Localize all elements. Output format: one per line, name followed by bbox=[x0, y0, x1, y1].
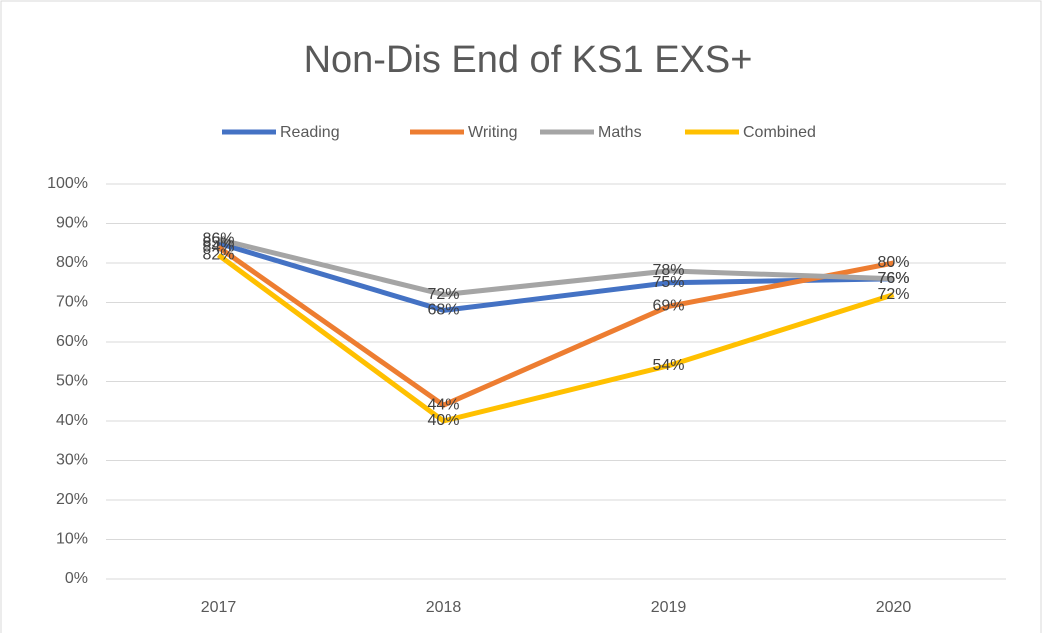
data-label: 84% bbox=[202, 238, 234, 255]
data-label: 85% bbox=[202, 234, 234, 251]
data-label: 82% bbox=[202, 246, 234, 263]
data-label: 44% bbox=[427, 396, 459, 413]
y-tick-label: 80% bbox=[56, 254, 88, 271]
data-label: 76% bbox=[877, 270, 909, 287]
legend-label: Maths bbox=[598, 124, 642, 141]
y-tick-label: 50% bbox=[56, 373, 88, 390]
series-line bbox=[217, 245, 894, 408]
y-tick-label: 70% bbox=[56, 294, 88, 311]
series-line bbox=[217, 236, 894, 298]
data-label: 68% bbox=[427, 302, 459, 319]
y-tick-label: 10% bbox=[56, 531, 88, 548]
data-label: 76% bbox=[877, 270, 909, 287]
series-line bbox=[217, 253, 895, 424]
data-label: 86% bbox=[202, 231, 234, 248]
data-label: 78% bbox=[652, 262, 684, 279]
data-label: 54% bbox=[652, 357, 684, 374]
y-tick-label: 0% bbox=[65, 570, 88, 587]
x-tick-label: 2020 bbox=[876, 599, 912, 616]
x-tick-label: 2019 bbox=[651, 599, 687, 616]
x-tick-label: 2017 bbox=[201, 599, 237, 616]
data-label: 72% bbox=[427, 286, 459, 303]
data-label: 72% bbox=[877, 286, 909, 303]
legend-label: Writing bbox=[468, 124, 518, 141]
y-tick-label: 60% bbox=[56, 333, 88, 350]
y-tick-label: 30% bbox=[56, 452, 88, 469]
y-tick-label: 20% bbox=[56, 491, 88, 508]
chart-title: Non-Dis End of KS1 EXS+ bbox=[304, 39, 753, 81]
data-label: 40% bbox=[427, 412, 459, 429]
data-label: 75% bbox=[652, 274, 684, 291]
x-tick-label: 2018 bbox=[426, 599, 462, 616]
data-label: 69% bbox=[652, 298, 684, 315]
y-tick-label: 90% bbox=[56, 215, 88, 232]
data-label: 80% bbox=[877, 254, 909, 271]
legend-label: Combined bbox=[743, 124, 816, 141]
y-tick-label: 100% bbox=[47, 175, 88, 192]
y-tick-label: 40% bbox=[56, 412, 88, 429]
series-line bbox=[217, 240, 894, 313]
legend-label: Reading bbox=[280, 124, 340, 141]
